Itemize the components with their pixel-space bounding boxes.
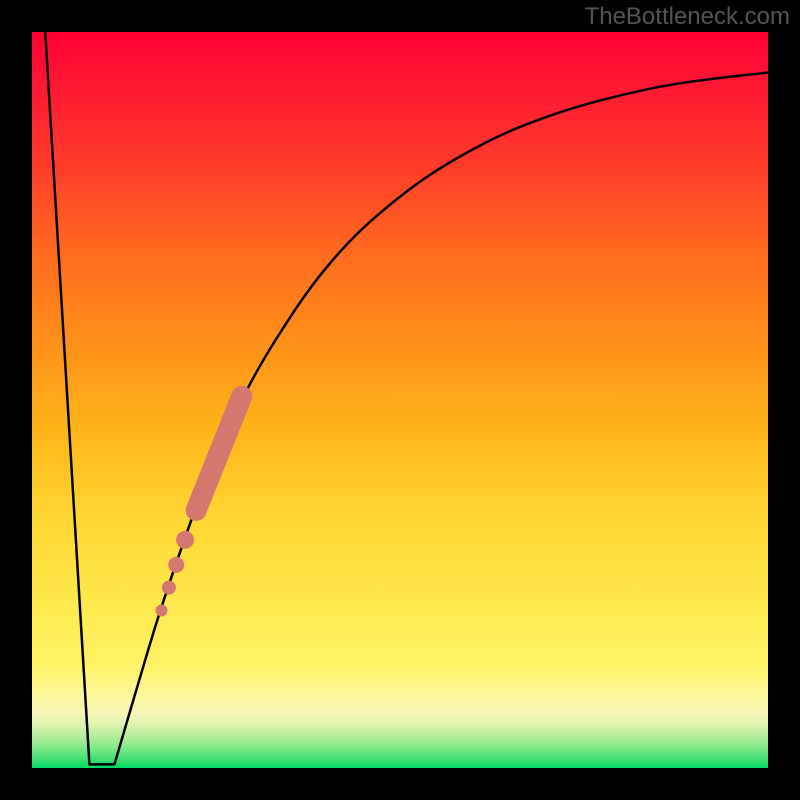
chart-svg [0, 0, 800, 800]
watermark-text: TheBottleneck.com [585, 3, 790, 31]
highlight-dot [156, 604, 168, 616]
highlight-dot [168, 557, 184, 573]
highlight-dot [176, 531, 194, 549]
highlight-dot [162, 581, 176, 595]
plot-background [32, 32, 768, 768]
chart-root: TheBottleneck.com [0, 0, 800, 800]
